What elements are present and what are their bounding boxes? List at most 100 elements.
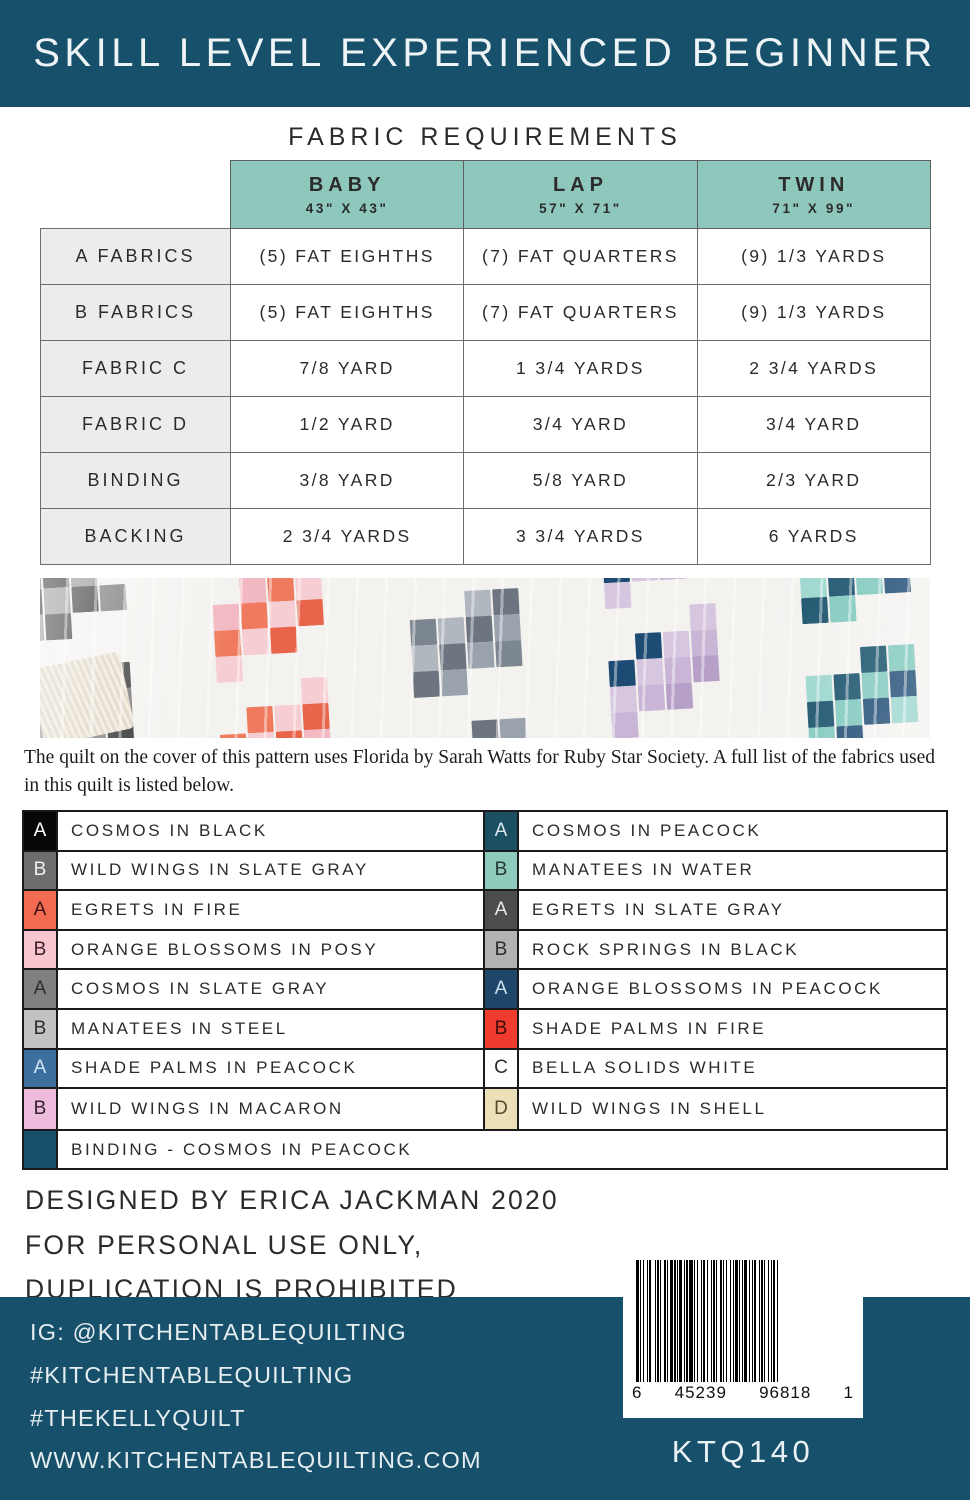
fabric-swatch: B	[24, 1010, 58, 1048]
list-item: A ORANGE BLOSSOMS IN PEACOCK	[485, 970, 946, 1010]
quilt-patch	[697, 733, 724, 738]
barcode-group-2: 96818	[759, 1383, 811, 1403]
instagram-handle[interactable]: IG: @KITCHENTABLEQUILTING	[30, 1311, 482, 1354]
list-item: B MANATEES IN STEEL	[24, 1010, 483, 1050]
fabric-name: MANATEES IN WATER	[519, 852, 946, 890]
quilt-patch	[636, 658, 663, 685]
barcode-digit-left: 6	[632, 1383, 642, 1403]
list-item: A EGRETS IN SLATE GRAY	[485, 891, 946, 931]
fabric-swatch: B	[485, 931, 519, 969]
cell-fabric-d-baby: 1/2 YARD	[231, 397, 464, 453]
quilt-patch	[803, 623, 830, 650]
quilt-patch	[912, 578, 930, 592]
quilt-patch	[864, 723, 891, 738]
fabric-list: A COSMOS IN BLACK B WILD WINGS IN SLATE GRA…	[22, 810, 948, 1170]
quilt-patch	[720, 653, 747, 680]
quilt-patch	[610, 686, 637, 713]
quilt-patch	[780, 728, 807, 738]
quilt-patch	[725, 731, 752, 738]
fabric-swatch: B	[485, 1010, 519, 1048]
quilt-patch	[185, 605, 212, 632]
quilt-patch	[218, 708, 245, 735]
quilt-patch	[163, 711, 190, 738]
fabric-name: WILD WINGS IN MACARON	[58, 1089, 483, 1129]
size-name-lap: LAP	[464, 174, 696, 197]
quilt-patch	[689, 603, 716, 630]
quilt-patch	[270, 627, 297, 654]
fabric-swatch: C	[485, 1050, 519, 1088]
quilt-patch	[245, 680, 272, 707]
fabric-name: SHADE PALMS IN PEACOCK	[58, 1050, 483, 1088]
quilt-patch	[129, 608, 156, 635]
quilt-patch	[352, 596, 379, 623]
quilt-patch	[471, 719, 498, 738]
product-code: KTQ140	[623, 1434, 863, 1470]
quilt-patch	[578, 609, 605, 636]
cell-fabric-c-twin: 2 3/4 YARDS	[697, 341, 930, 397]
quilt-patch	[638, 684, 665, 711]
quilt-patch	[495, 640, 522, 667]
quilt-patch	[520, 586, 547, 613]
quilt-patch	[188, 657, 215, 684]
cell-b-fabrics-twin: (9) 1/3 YARDS	[697, 285, 930, 341]
fabric-name: COSMOS IN PEACOCK	[519, 812, 946, 850]
quilt-patch	[580, 661, 607, 688]
quilt-patch	[772, 578, 799, 600]
quilt-patch	[552, 663, 579, 690]
quilt-patch	[327, 649, 354, 676]
cell-fabric-c-baby: 7/8 YARD	[231, 341, 464, 397]
quilt-patch	[214, 630, 241, 657]
table-row: FABRIC D 1/2 YARD 3/4 YARD 3/4 YARD	[41, 397, 931, 453]
quilt-patch	[694, 681, 721, 708]
quilt-patch	[382, 620, 409, 647]
quilt-patch	[354, 622, 381, 649]
list-item: B SHADE PALMS IN FIRE	[485, 1010, 946, 1050]
skill-level-text: SKILL LEVEL EXPERIENCED BEGINNER	[33, 31, 937, 76]
quilt-patch	[800, 578, 827, 598]
quilt-patch	[554, 689, 581, 716]
quilt-patch	[267, 578, 294, 602]
list-item: B ORANGE BLOSSOMS IN POSY	[24, 931, 483, 971]
quilt-patch	[633, 606, 660, 633]
quilt-patch	[220, 733, 247, 738]
quilt-patch	[919, 694, 930, 721]
quilt-patch	[551, 637, 578, 664]
quilt-patch	[355, 648, 382, 675]
hashtag-kitchentablequilting[interactable]: #KITCHENTABLEQUILTING	[30, 1354, 482, 1397]
quilt-patch	[639, 710, 666, 737]
quilt-patch	[246, 706, 273, 733]
hashtag-thekellyquilt[interactable]: #THEKELLYQUILT	[30, 1397, 482, 1440]
quilt-patch	[583, 713, 610, 738]
list-item: B MANATEES IN WATER	[485, 852, 946, 892]
quilt-patch	[828, 578, 855, 597]
quilt-patch	[885, 592, 912, 619]
quilt-patch	[330, 701, 357, 728]
quilt-patch	[917, 668, 930, 695]
row-label-a-fabrics: A FABRICS	[41, 229, 231, 285]
fabric-swatch: B	[24, 852, 58, 890]
cell-a-fabrics-baby: (5) FAT EIGHTHS	[231, 229, 464, 285]
quilt-patch	[73, 611, 100, 638]
quilt-patch	[416, 723, 443, 738]
cell-b-fabrics-baby: (5) FAT EIGHTHS	[231, 285, 464, 341]
quilt-patch	[666, 683, 693, 710]
quilt-fringe	[40, 651, 135, 738]
barcode-digit-right: 1	[844, 1383, 854, 1403]
quilt-patch	[832, 647, 859, 674]
row-label-fabric-c: FABRIC C	[41, 341, 231, 397]
website-url[interactable]: WWW.KITCHENTABLEQUILTING.COM	[30, 1439, 482, 1482]
quilt-patch	[464, 590, 491, 617]
quilt-photograph	[40, 578, 930, 738]
quilt-patch	[296, 599, 323, 626]
quilt-patch	[582, 687, 609, 714]
quilt-patch	[660, 579, 687, 606]
quilt-patch	[605, 608, 632, 635]
fabric-name: COSMOS IN SLATE GRAY	[58, 970, 483, 1008]
quilt-patch	[160, 659, 187, 686]
quilt-patch	[332, 727, 359, 738]
quilt-patch	[43, 587, 70, 614]
size-header-twin: TWIN 71" X 99"	[697, 161, 930, 229]
quilt-patch	[248, 732, 275, 738]
quilt-patch	[436, 591, 463, 618]
quilt-patch	[861, 672, 888, 699]
